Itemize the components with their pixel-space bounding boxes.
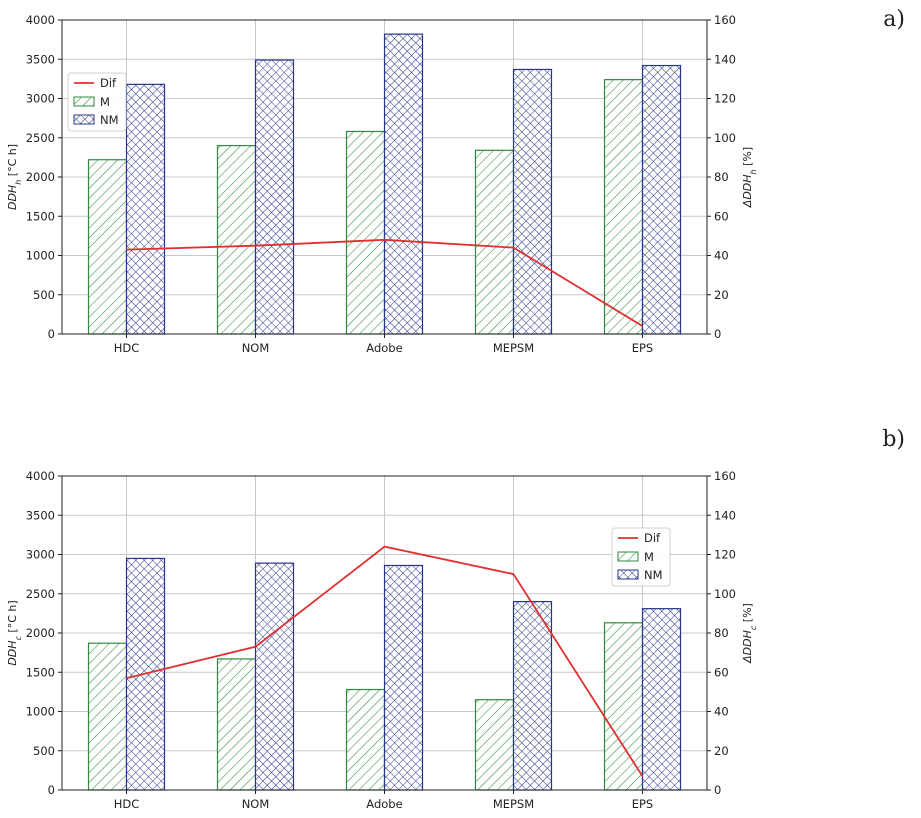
bar-nm-mepsm xyxy=(512,600,553,791)
y-tick-label: 4000 xyxy=(26,469,55,483)
x-tick-label: MEPSM xyxy=(493,797,534,811)
chart-panel-b: 0 500 1000 1500 2000 2500 3000 3500 4000 0 20 40 60 8… xyxy=(6,427,905,811)
line-series-dif xyxy=(126,238,643,327)
y2-tick-label: 160 xyxy=(714,469,736,483)
y2-tick-label: 60 xyxy=(714,665,729,679)
y2-tick-label: 80 xyxy=(714,626,729,640)
y2-tick-label: 60 xyxy=(714,209,729,223)
y2-tick-label: 100 xyxy=(714,131,736,145)
x-tick-label: NOM xyxy=(242,797,270,811)
y-axis-label: DDHh [°C h] xyxy=(6,144,23,210)
legend-swatch-m xyxy=(617,551,639,562)
line-series-dif xyxy=(126,545,644,777)
y2-axis-label: ΔDDHh [%] xyxy=(741,147,758,208)
x-tick-label: HDC xyxy=(114,797,140,811)
legend-label-m: M xyxy=(644,550,654,564)
y2-axis-label: ΔDDHc [%] xyxy=(741,603,758,664)
panel-label: a) xyxy=(883,7,905,32)
bar-m-hdc xyxy=(87,159,128,335)
y2-tick-label: 100 xyxy=(714,587,736,601)
bar-m-eps xyxy=(603,622,644,791)
y-tick-label: 0 xyxy=(48,327,55,341)
x-tick-label: Adobe xyxy=(366,797,402,811)
y2-tick-label: 20 xyxy=(714,744,729,758)
y2-tick-label: 40 xyxy=(714,705,729,719)
y-tick-label: 2500 xyxy=(26,131,55,145)
x-tick-label: HDC xyxy=(114,341,140,355)
bar-m-nom xyxy=(216,658,257,791)
panel-label: b) xyxy=(882,427,905,452)
y-tick-label: 2000 xyxy=(26,626,55,640)
y2-tick-label: 0 xyxy=(714,783,721,797)
legend-label-nm: NM xyxy=(100,113,119,127)
bar-nm-eps xyxy=(641,608,682,791)
y-tick-label: 3500 xyxy=(26,52,55,66)
y2-tick-label: 120 xyxy=(714,548,736,562)
y-tick-label: 1000 xyxy=(26,705,55,719)
y-tick-label: 1500 xyxy=(26,665,55,679)
bar-m-nom xyxy=(216,145,257,335)
y-tick-label: 2000 xyxy=(26,170,55,184)
y-tick-label: 2500 xyxy=(26,587,55,601)
y-tick-label: 4000 xyxy=(26,13,55,27)
y-tick-label: 1500 xyxy=(26,209,55,223)
legend-swatch-nm xyxy=(73,114,95,125)
bar-nm-nom xyxy=(254,562,295,791)
y2-tick-label: 120 xyxy=(714,92,736,106)
chart-panel-a: 0 500 1000 1500 2000 2500 3000 3500 4000 0 20 40 60 8… xyxy=(6,7,905,355)
y2-tick-label: 160 xyxy=(714,13,736,27)
y-tick-label: 3000 xyxy=(26,548,55,562)
y2-tick-label: 20 xyxy=(714,288,729,302)
bar-nm-adobe xyxy=(383,33,424,335)
y-tick-label: 0 xyxy=(48,783,55,797)
y2-tick-label: 140 xyxy=(714,52,736,66)
y2-tick-label: 40 xyxy=(714,249,729,263)
bar-nm-adobe xyxy=(383,564,424,791)
legend-swatch-m xyxy=(73,96,95,107)
bar-nm-mepsm xyxy=(512,68,553,335)
bar-m-eps xyxy=(603,79,644,335)
x-tick-label: EPS xyxy=(632,341,654,355)
y-axis-label: DDHc [°C h] xyxy=(6,600,23,665)
bar-m-mepsm xyxy=(474,699,515,791)
y-tick-label: 1000 xyxy=(26,249,55,263)
legend-label-dif: Dif xyxy=(100,76,117,90)
bar-m-hdc xyxy=(87,642,128,791)
y-tick-label: 500 xyxy=(33,288,55,302)
legend-label-dif: Dif xyxy=(644,531,661,545)
y2-tick-label: 140 xyxy=(714,508,736,522)
x-tick-label: Adobe xyxy=(366,341,402,355)
bar-nm-hdc xyxy=(125,83,166,335)
bar-nm-eps xyxy=(641,64,682,335)
y-tick-label: 500 xyxy=(33,744,55,758)
y-tick-label: 3000 xyxy=(26,92,55,106)
x-tick-label: EPS xyxy=(632,797,654,811)
legend-label-m: M xyxy=(100,95,110,109)
legend-label-nm: NM xyxy=(644,568,663,582)
y-tick-label: 3500 xyxy=(26,508,55,522)
y2-tick-label: 0 xyxy=(714,327,721,341)
x-tick-label: NOM xyxy=(242,341,270,355)
bar-nm-nom xyxy=(254,59,295,335)
x-tick-label: MEPSM xyxy=(493,341,534,355)
bar-m-mepsm xyxy=(474,149,515,335)
bar-m-adobe xyxy=(345,688,386,791)
legend-swatch-nm xyxy=(617,569,639,580)
bar-m-adobe xyxy=(345,130,386,335)
y2-tick-label: 80 xyxy=(714,170,729,184)
